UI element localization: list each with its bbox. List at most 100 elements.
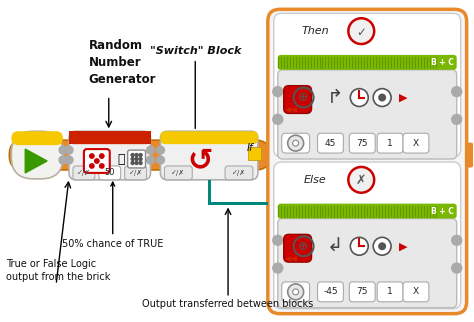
Circle shape bbox=[348, 167, 374, 193]
FancyBboxPatch shape bbox=[161, 131, 258, 144]
Text: ◀◀: ◀◀ bbox=[285, 105, 298, 114]
Text: ⊕: ⊕ bbox=[298, 91, 309, 104]
Circle shape bbox=[273, 87, 283, 97]
Text: Else: Else bbox=[304, 175, 327, 185]
Text: 75: 75 bbox=[356, 287, 368, 296]
Text: X: X bbox=[413, 139, 419, 148]
Circle shape bbox=[273, 263, 283, 273]
Text: Output transferred between blocks: Output transferred between blocks bbox=[142, 299, 314, 309]
Circle shape bbox=[378, 94, 386, 101]
FancyBboxPatch shape bbox=[284, 86, 311, 113]
Circle shape bbox=[90, 164, 94, 168]
FancyBboxPatch shape bbox=[225, 166, 253, 180]
FancyBboxPatch shape bbox=[278, 219, 457, 308]
Circle shape bbox=[452, 114, 462, 124]
Circle shape bbox=[131, 157, 134, 160]
Text: ✓/✗: ✓/✗ bbox=[232, 170, 246, 176]
FancyBboxPatch shape bbox=[403, 282, 429, 302]
FancyBboxPatch shape bbox=[278, 204, 457, 219]
FancyBboxPatch shape bbox=[349, 133, 375, 153]
FancyBboxPatch shape bbox=[274, 162, 461, 309]
Circle shape bbox=[59, 146, 67, 154]
Circle shape bbox=[273, 114, 283, 124]
Text: B + C: B + C bbox=[431, 207, 454, 215]
Circle shape bbox=[95, 159, 99, 163]
FancyBboxPatch shape bbox=[318, 282, 343, 302]
Text: 🎓: 🎓 bbox=[117, 153, 125, 166]
Circle shape bbox=[59, 156, 67, 164]
Bar bbox=[208, 202, 268, 204]
Text: 1: 1 bbox=[387, 287, 393, 296]
Text: ↲: ↲ bbox=[327, 237, 344, 256]
Text: ✗: ✗ bbox=[356, 174, 366, 187]
Text: ◀◀: ◀◀ bbox=[285, 254, 298, 263]
FancyBboxPatch shape bbox=[73, 166, 95, 180]
FancyBboxPatch shape bbox=[377, 282, 403, 302]
Text: 75: 75 bbox=[356, 139, 368, 148]
Circle shape bbox=[135, 154, 138, 156]
FancyBboxPatch shape bbox=[128, 150, 146, 168]
FancyBboxPatch shape bbox=[161, 131, 258, 180]
Circle shape bbox=[135, 157, 138, 160]
Bar bbox=[69, 131, 151, 144]
Text: 45: 45 bbox=[325, 139, 336, 148]
Bar bbox=[208, 180, 211, 204]
Circle shape bbox=[292, 140, 299, 146]
Circle shape bbox=[139, 162, 142, 165]
Circle shape bbox=[139, 157, 142, 160]
Text: -45: -45 bbox=[323, 287, 338, 296]
Text: Then: Then bbox=[302, 26, 329, 36]
Circle shape bbox=[350, 89, 368, 107]
Circle shape bbox=[452, 87, 462, 97]
FancyBboxPatch shape bbox=[84, 149, 110, 173]
Text: 50% chance of TRUE: 50% chance of TRUE bbox=[62, 182, 164, 249]
FancyBboxPatch shape bbox=[11, 131, 63, 179]
FancyBboxPatch shape bbox=[318, 133, 343, 153]
FancyBboxPatch shape bbox=[349, 282, 375, 302]
FancyBboxPatch shape bbox=[268, 9, 466, 314]
Circle shape bbox=[350, 237, 368, 255]
Text: B + C: B + C bbox=[431, 58, 454, 67]
Circle shape bbox=[100, 154, 104, 158]
Circle shape bbox=[146, 156, 155, 164]
Text: 1: 1 bbox=[387, 139, 393, 148]
Circle shape bbox=[156, 156, 164, 164]
FancyBboxPatch shape bbox=[284, 234, 311, 262]
Text: ✓/✗: ✓/✗ bbox=[128, 170, 143, 176]
FancyBboxPatch shape bbox=[125, 166, 146, 180]
Circle shape bbox=[288, 135, 304, 151]
Circle shape bbox=[452, 235, 462, 245]
FancyBboxPatch shape bbox=[465, 143, 474, 167]
Circle shape bbox=[273, 235, 283, 245]
FancyBboxPatch shape bbox=[282, 133, 310, 153]
Circle shape bbox=[373, 89, 391, 107]
FancyBboxPatch shape bbox=[282, 282, 310, 302]
Circle shape bbox=[156, 146, 164, 154]
Text: ✓: ✓ bbox=[356, 26, 366, 39]
Bar bbox=[248, 147, 261, 160]
FancyBboxPatch shape bbox=[69, 131, 151, 180]
Circle shape bbox=[373, 237, 391, 255]
FancyBboxPatch shape bbox=[278, 70, 457, 159]
FancyBboxPatch shape bbox=[274, 13, 461, 157]
Circle shape bbox=[378, 242, 386, 250]
Circle shape bbox=[100, 164, 104, 168]
Text: 50: 50 bbox=[104, 168, 115, 177]
FancyBboxPatch shape bbox=[69, 131, 151, 144]
Circle shape bbox=[452, 263, 462, 273]
FancyBboxPatch shape bbox=[11, 131, 63, 145]
FancyBboxPatch shape bbox=[164, 166, 192, 180]
Text: ▶: ▶ bbox=[399, 92, 407, 102]
Circle shape bbox=[288, 284, 304, 300]
Text: Random
Number
Generator: Random Number Generator bbox=[89, 39, 156, 86]
Text: ⊕: ⊕ bbox=[298, 240, 309, 253]
Circle shape bbox=[135, 162, 138, 165]
FancyBboxPatch shape bbox=[403, 133, 429, 153]
Text: X: X bbox=[413, 287, 419, 296]
Circle shape bbox=[65, 146, 73, 154]
FancyBboxPatch shape bbox=[9, 140, 270, 170]
Text: ▶: ▶ bbox=[399, 241, 407, 251]
Text: ✓/✗: ✓/✗ bbox=[77, 170, 91, 176]
Circle shape bbox=[348, 18, 374, 44]
FancyBboxPatch shape bbox=[99, 166, 121, 180]
